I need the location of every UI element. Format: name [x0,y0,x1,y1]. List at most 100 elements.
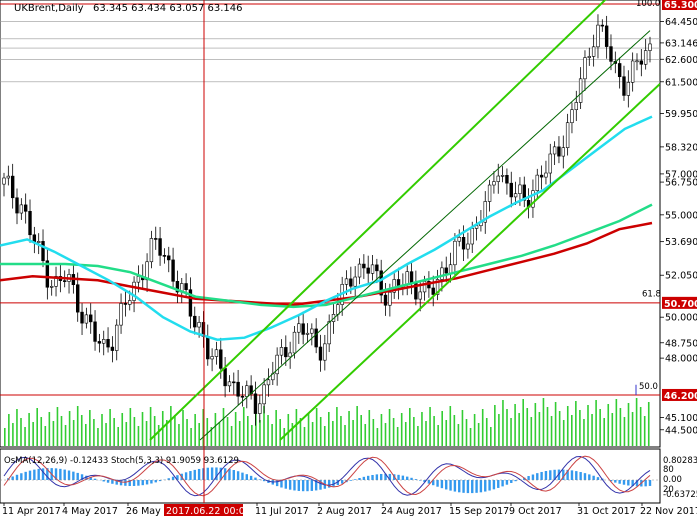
volume-bar [186,419,188,446]
price-axis-label: 64.450 [665,17,697,28]
candle-body [162,255,167,257]
price-axis-label: 55.000 [665,210,697,221]
osma-bar [206,467,209,480]
volume-bar [575,401,577,446]
candle-body [353,276,357,287]
volume-bar [332,421,334,446]
volume-bar [323,426,326,446]
candle-body [448,264,453,274]
volume-bar [437,425,439,446]
volume-bar [534,403,537,446]
price-tag-bg [662,0,697,10]
volume-bar [603,418,605,446]
volume-bar [635,398,638,446]
date-axis-label: 24 Aug 2017 [381,506,442,517]
volume-bar [170,406,172,446]
osma-bar [310,480,314,491]
osma-bar [388,473,392,480]
price-axis-label: 59.950 [665,109,697,120]
osma-bar [462,480,465,493]
volume-bar [481,409,484,446]
volume-bar [303,427,306,446]
volume-bar [307,413,310,446]
osma-bar [202,468,205,480]
volume-bar [101,414,103,446]
candle-body [102,339,106,344]
candle-body [93,321,97,342]
volume-bar [526,408,529,446]
volume-bar [226,417,229,446]
candle-body [349,278,353,287]
osma-bar [280,480,283,488]
candle-body [357,263,362,278]
volume-bar [599,409,601,446]
candle-body [54,276,58,287]
candle-body [149,238,154,263]
osma-bar [76,472,79,480]
indicator-axis-label: 0.00 [663,475,682,485]
date-marker-label: 2017.06.22 00:00 [166,506,251,517]
volume-bar [202,409,205,446]
osma-bar [141,480,144,486]
price-axis-label: 62.600 [665,55,697,66]
volume-bar [380,414,383,446]
candle-body [214,349,219,357]
osma-bar [379,473,383,480]
osma-bar [549,470,552,480]
osma-bar [219,467,222,480]
candle-body [184,283,188,290]
symbol-label: UKBrent,Daily [14,3,84,14]
candle-body [45,260,50,288]
indicator-axis-label: -0.63725 [663,490,697,500]
osma-bar [562,469,565,480]
volume-bar [352,420,354,446]
volume-bar [498,414,500,446]
candle-body [505,175,509,184]
volume-bar [247,416,249,446]
volume-bar [579,410,581,446]
volume-bar [234,412,237,446]
osma-bar [397,474,400,480]
volume-bar [421,412,423,446]
osma-bar [423,480,426,483]
volume-bar [145,421,148,446]
osma-bar [570,470,574,480]
volume-bar [453,415,456,446]
volume-bar [591,414,593,446]
volume-bar [344,425,346,446]
indicator-axis-label: 20 [663,485,674,495]
osma-bar [579,472,582,480]
osma-bar [124,480,127,486]
osma-bar [284,480,288,489]
candle-body [2,177,6,185]
date-axis-label: 31 Oct 2017 [577,506,636,517]
volume-bar [530,417,533,446]
candle-body [23,204,28,212]
price-axis-label: 48.000 [665,354,697,365]
osma-bar [332,480,335,487]
volume-bar [279,419,281,446]
candle-body [266,379,271,386]
volume-bar [469,428,472,446]
osma-bar [614,480,617,483]
osma-bar [453,480,457,492]
volume-bar [157,425,160,446]
volume-bar [222,408,225,446]
price-axis-label: 61.500 [665,77,697,88]
volume-bar [36,408,38,446]
osma-bar [648,480,652,486]
volume-bar [319,417,322,446]
candle-body [609,46,613,62]
osma-bar [93,478,97,480]
volume-bar [68,411,71,446]
volume-bar [623,417,626,446]
volume-bar [271,424,273,446]
osma-bar [288,480,292,490]
candle-body [565,122,570,148]
candle-body [197,322,201,328]
osma-bar [20,473,23,480]
price-axis-label: 57.000 [665,169,697,180]
volume-bar [514,404,516,446]
osma-bar [401,475,405,480]
